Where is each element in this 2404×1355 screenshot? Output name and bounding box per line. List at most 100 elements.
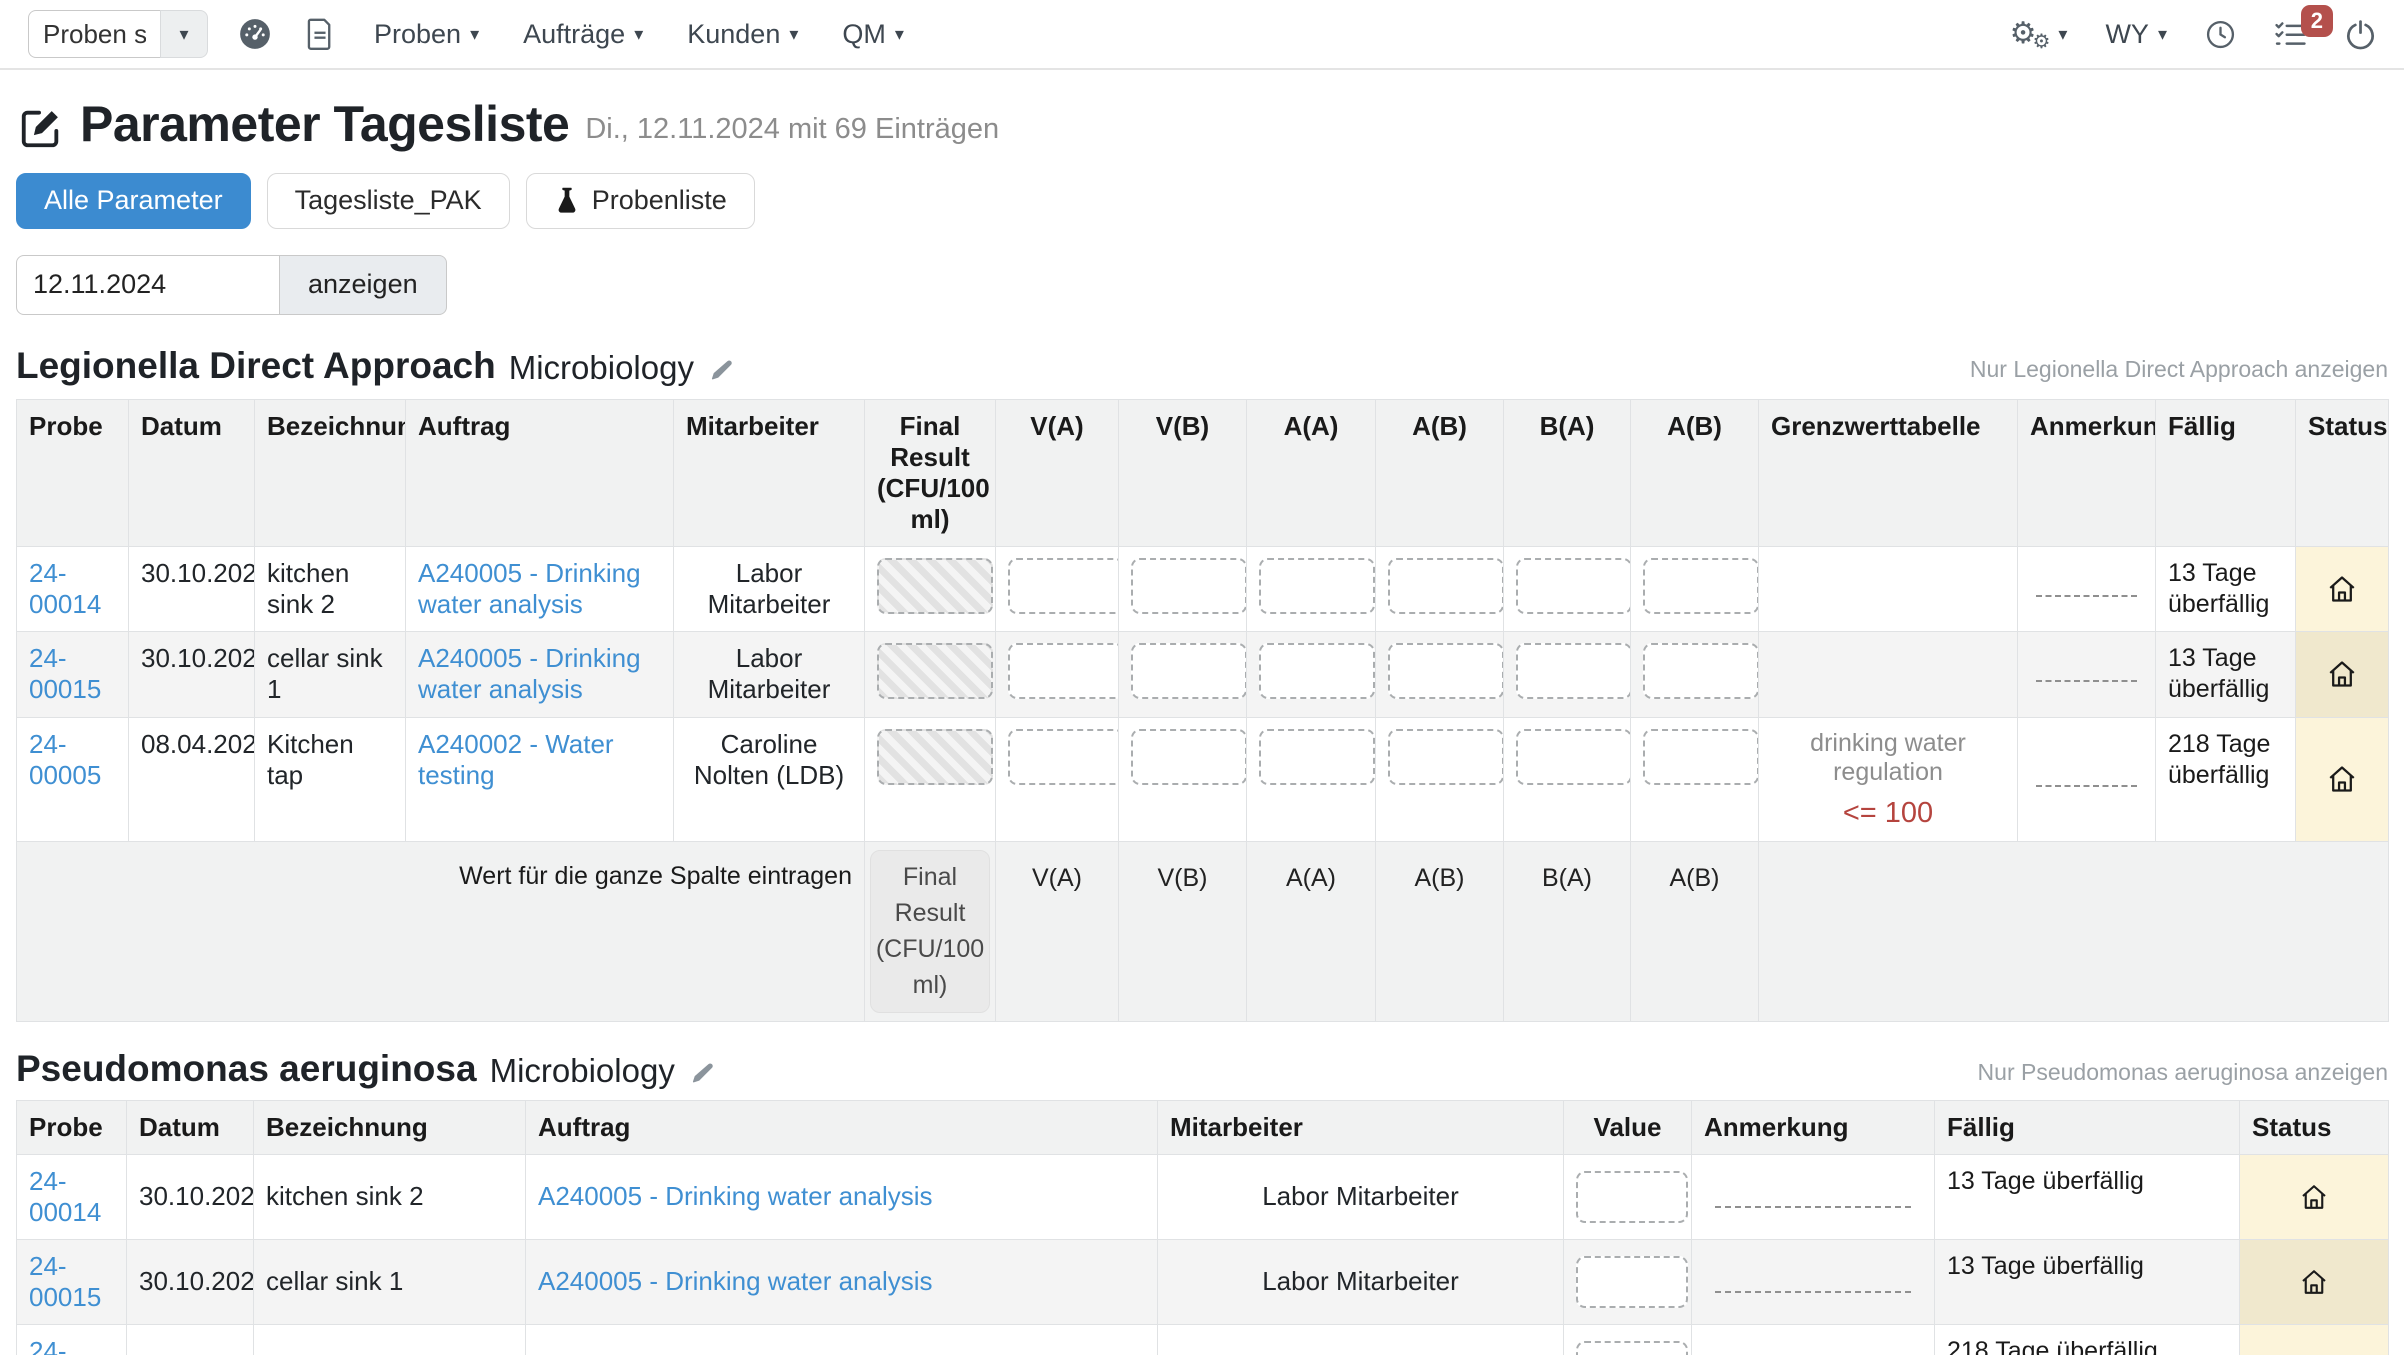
- anmerkung-field[interactable]: [2035, 594, 2138, 597]
- col-probe: Probe: [16, 398, 129, 547]
- bezeichnung-cell: Kitchen tap: [253, 1323, 526, 1355]
- filter-pseudomonas-link[interactable]: Nur Pseudomonas aeruginosa anzeigen: [1977, 1058, 2388, 1085]
- col-probe: Probe: [16, 1099, 127, 1155]
- home-status-icon[interactable]: [2326, 573, 2358, 605]
- dashboard-button[interactable]: [238, 17, 272, 51]
- auftrag-link[interactable]: A240005 - Drinking water analysis: [538, 1181, 933, 1211]
- menu-auftraege[interactable]: Aufträge ▾: [523, 19, 643, 50]
- section-pseudomonas-category: Microbiology: [489, 1051, 675, 1089]
- auftrag-link[interactable]: A240002 - Water testing: [538, 1351, 817, 1355]
- bulk-empty-cell: [1758, 840, 2389, 1022]
- ab2-input[interactable]: [1643, 557, 1758, 614]
- edit-section-button[interactable]: [708, 358, 735, 387]
- aa-input[interactable]: [1259, 557, 1375, 614]
- settings-menu[interactable]: ⚙ ⚙ ▾: [2009, 16, 2068, 53]
- bulk-final-result-button[interactable]: Final Result (CFU/100 ml): [870, 849, 990, 1013]
- auftrag-link[interactable]: A240005 - Drinking water analysis: [418, 643, 641, 704]
- search-dropdown-button[interactable]: ▾: [160, 10, 208, 58]
- task-list-button[interactable]: 2: [2274, 4, 2333, 50]
- tab-alle-parameter[interactable]: Alle Parameter: [16, 172, 251, 229]
- parameter-tabs: Alle Parameter Tagesliste_PAK Probenlist…: [16, 172, 2388, 229]
- col-ab: A(B): [1375, 398, 1504, 547]
- vb-input[interactable]: [1131, 728, 1246, 785]
- col-anmerkung: Anmerkung: [1691, 1099, 1935, 1155]
- history-button[interactable]: [2205, 19, 2236, 50]
- chevron-down-icon: ▾: [2058, 24, 2068, 44]
- grenzwert-name: drinking water regulation: [1810, 728, 1966, 786]
- probe-link[interactable]: 24-00005: [29, 728, 102, 790]
- aa-input[interactable]: [1259, 643, 1375, 699]
- vb-input[interactable]: [1131, 643, 1246, 699]
- value-input[interactable]: [1576, 1255, 1688, 1308]
- ba-input[interactable]: [1516, 557, 1630, 614]
- probe-link[interactable]: 24-00015: [29, 1250, 102, 1312]
- ba-input[interactable]: [1516, 728, 1630, 785]
- bulk-aa-button[interactable]: A(A): [1246, 840, 1376, 1022]
- show-button[interactable]: anzeigen: [280, 254, 447, 315]
- va-input[interactable]: [1008, 557, 1118, 614]
- faellig-cell: 218 Tage überfällig: [2155, 716, 2296, 842]
- datum-cell: 30.10.2024: [126, 1238, 254, 1325]
- anmerkung-field[interactable]: [1714, 1290, 1912, 1293]
- table-row: 24-00005 08.04.2024 Kitchen tap A240002 …: [16, 1323, 2389, 1355]
- edit-section-button[interactable]: [689, 1061, 716, 1090]
- ab-input[interactable]: [1388, 557, 1503, 614]
- tab-tagesliste-pak[interactable]: Tagesliste_PAK: [266, 172, 510, 229]
- col-status: Status: [2295, 398, 2389, 547]
- mitarbeiter-cell: Caroline Nolten (LDB): [673, 716, 865, 842]
- probe-link[interactable]: 24-00014: [29, 1165, 102, 1227]
- ab2-input[interactable]: [1643, 643, 1758, 699]
- anmerkung-field[interactable]: [2035, 785, 2138, 787]
- menu-proben[interactable]: Proben ▾: [374, 19, 479, 50]
- probe-link[interactable]: 24-00015: [29, 643, 102, 704]
- date-input[interactable]: [16, 254, 280, 315]
- home-status-icon[interactable]: [2326, 658, 2358, 690]
- anmerkung-field[interactable]: [2035, 680, 2138, 683]
- anmerkung-field[interactable]: [1714, 1205, 1912, 1208]
- aa-input[interactable]: [1259, 728, 1375, 785]
- report-button[interactable]: [306, 18, 334, 50]
- auftrag-link[interactable]: A240005 - Drinking water analysis: [538, 1266, 933, 1296]
- ab-input[interactable]: [1388, 643, 1503, 699]
- value-input[interactable]: [1576, 1170, 1688, 1223]
- ab2-input[interactable]: [1643, 728, 1758, 785]
- home-status-icon[interactable]: [2299, 1182, 2329, 1212]
- gear-icon: ⚙: [2009, 17, 2037, 50]
- bulk-ab-button[interactable]: A(B): [1375, 840, 1504, 1022]
- probe-link[interactable]: 24-00005: [29, 1335, 67, 1355]
- value-input[interactable]: [1576, 1340, 1688, 1355]
- user-menu[interactable]: WY ▾: [2105, 19, 2167, 50]
- auftrag-link[interactable]: A240002 - Water testing: [418, 728, 614, 790]
- bezeichnung-cell: kitchen sink 2: [254, 545, 406, 632]
- bulk-vb-button[interactable]: V(B): [1118, 840, 1247, 1022]
- home-status-icon[interactable]: [2299, 1352, 2329, 1355]
- menu-qm[interactable]: QM ▾: [842, 19, 904, 50]
- search-input[interactable]: [28, 10, 160, 58]
- col-final-result: Final Result (CFU/100 ml): [864, 398, 996, 547]
- faellig-cell: 13 Tage überfällig: [1934, 1153, 2240, 1240]
- bulk-ba-button[interactable]: B(A): [1503, 840, 1631, 1022]
- bezeichnung-cell: kitchen sink 2: [253, 1153, 526, 1240]
- bezeichnung-cell: cellar sink 1: [253, 1238, 526, 1325]
- section-legionella-title: Legionella Direct Approach: [16, 344, 496, 386]
- auftrag-link[interactable]: A240005 - Drinking water analysis: [418, 557, 641, 619]
- gear-small-icon: ⚙: [2032, 31, 2051, 53]
- pencil-square-icon: [21, 110, 59, 147]
- ab-input[interactable]: [1388, 728, 1503, 785]
- ba-input[interactable]: [1516, 643, 1630, 699]
- home-status-icon[interactable]: [2299, 1267, 2329, 1297]
- logout-button[interactable]: [2345, 19, 2376, 50]
- va-input[interactable]: [1008, 643, 1118, 699]
- va-input[interactable]: [1008, 728, 1118, 785]
- home-status-icon[interactable]: [2326, 763, 2358, 795]
- bulk-ab2-button[interactable]: A(B): [1630, 840, 1759, 1022]
- main-menu: Proben ▾ Aufträge ▾ Kunden ▾ QM ▾: [374, 19, 904, 50]
- menu-kunden[interactable]: Kunden ▾: [687, 19, 798, 50]
- probe-link[interactable]: 24-00014: [29, 557, 102, 619]
- col-auftrag: Auftrag: [405, 398, 674, 547]
- bulk-va-button[interactable]: V(A): [995, 840, 1119, 1022]
- menu-qm-label: QM: [842, 18, 886, 49]
- filter-legionella-link[interactable]: Nur Legionella Direct Approach anzeigen: [1969, 355, 2388, 382]
- vb-input[interactable]: [1131, 557, 1246, 614]
- tab-probenliste[interactable]: Probenliste: [525, 172, 755, 229]
